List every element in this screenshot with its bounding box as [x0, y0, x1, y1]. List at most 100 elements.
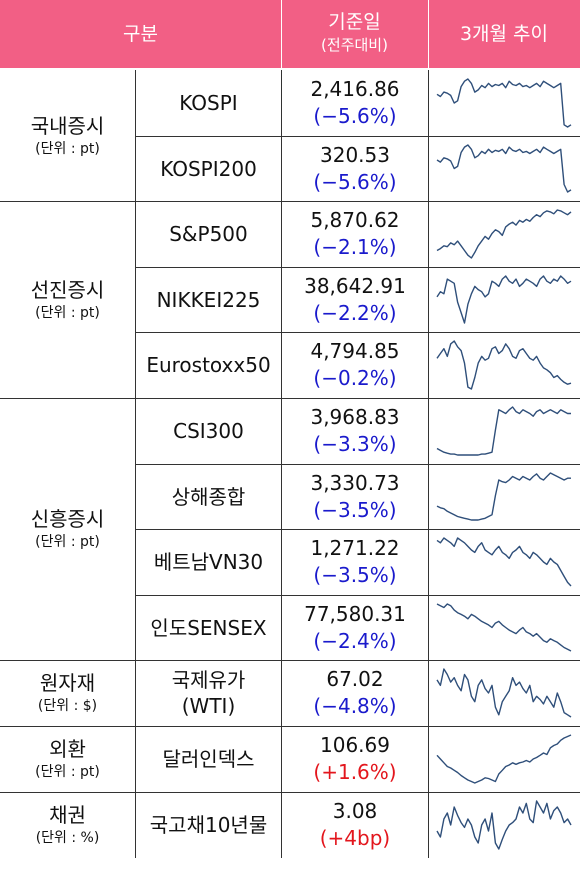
header-category: 구분: [0, 0, 281, 68]
weekly-change: (−5.6%): [313, 104, 397, 128]
trend-sparkline: [436, 209, 572, 259]
trend-line: [436, 340, 572, 390]
row-separator: [136, 136, 580, 137]
group-title: 채권: [49, 803, 86, 827]
row-name-cell: S&P500: [136, 201, 281, 267]
trend-line: [436, 78, 572, 128]
trend-line: [436, 537, 572, 587]
trend-sparkline: [436, 275, 572, 324]
trend-sparkline: [436, 668, 572, 718]
weekly-change: (−0.2%): [313, 366, 397, 390]
group-separator: [0, 398, 580, 399]
group-title: 신흥증시: [30, 507, 105, 531]
group-emerging: 신흥증시 (단위 : pt): [0, 398, 135, 660]
group-separator: [0, 201, 580, 202]
group-unit: (단위 : $): [37, 698, 98, 714]
column-divider: [281, 70, 282, 858]
header-base-date-label: 기준일: [328, 11, 381, 33]
trend-sparkline: [436, 734, 572, 784]
current-value: 320.53: [320, 142, 390, 167]
current-value: 3.08: [332, 799, 378, 823]
trend-line: [436, 800, 572, 850]
instrument-name: KOSPI200: [160, 156, 257, 181]
current-value: 2,416.86: [310, 77, 400, 101]
group-fx: 외환 (단위 : pt): [0, 726, 135, 792]
row-name-cell: Eurostoxx50: [136, 332, 281, 398]
row-name-cell: KOSPI200: [136, 136, 281, 201]
header-divider: [281, 0, 282, 68]
trend-line: [436, 472, 571, 521]
group-separator: [0, 660, 580, 661]
column-divider: [428, 70, 429, 858]
group-commodity: 원자재 (단위 : $): [0, 660, 135, 726]
weekly-change: (−3.5%): [313, 497, 397, 522]
group-bond: 채권 (단위 : %): [0, 792, 135, 858]
row-name-cell: CSI300: [136, 398, 281, 464]
current-value: 77,580.31: [304, 601, 406, 626]
current-value: 3,968.83: [310, 405, 400, 429]
instrument-name: KOSPI: [179, 91, 238, 115]
row-name-cell: 베트남VN30: [136, 529, 281, 595]
instrument-name: Eurostoxx50: [146, 353, 271, 377]
row-name-cell: 상해종합: [136, 464, 281, 529]
row-value-cell: 106.69 (+1.6%): [282, 726, 428, 792]
row-name-cell: 국제유가 (WTI): [136, 660, 281, 726]
row-value-cell: 5,870.62 (−2.1%): [282, 201, 428, 267]
header-trend-label: 3개월 추이: [459, 22, 549, 45]
trend-line: [436, 406, 571, 456]
instrument-name: 달러인덱스: [162, 747, 255, 771]
trend-line: [436, 668, 572, 718]
group-developed: 선진증시 (단위 : pt): [0, 201, 135, 398]
trend-line: [436, 209, 572, 259]
instrument-name: 베트남VN30: [153, 550, 264, 574]
header-base-date-sub: (전주대비): [321, 36, 388, 54]
row-name-cell: 국고채10년물: [136, 792, 281, 858]
trend-sparkline: [436, 800, 572, 850]
weekly-change: (−5.6%): [313, 169, 397, 194]
header-trend: 3개월 추이: [428, 0, 580, 68]
row-name-cell: NIKKEI225: [136, 267, 281, 332]
instrument-name: 상해종합: [171, 484, 246, 509]
current-value: 5,870.62: [310, 208, 400, 232]
instrument-name: 국제유가: [171, 668, 246, 692]
trend-line: [436, 603, 572, 652]
weekly-change: (−4.8%): [313, 694, 397, 718]
group-unit: (단위 : pt): [35, 304, 100, 321]
instrument-name: S&P500: [169, 222, 248, 246]
row-value-cell: 67.02 (−4.8%): [282, 660, 428, 726]
row-name-cell: 인도SENSEX: [136, 595, 281, 660]
header-divider: [428, 0, 429, 68]
trend-sparkline: [436, 144, 572, 193]
column-divider: [135, 70, 136, 858]
instrument-name: 인도SENSEX: [150, 615, 267, 640]
row-value-cell: 77,580.31 (−2.4%): [282, 595, 428, 660]
row-value-cell: 38,642.91 (−2.2%): [282, 267, 428, 332]
trend-sparkline: [436, 603, 572, 652]
row-separator: [136, 332, 580, 333]
trend-sparkline: [436, 78, 572, 128]
group-unit: (단위 : pt): [35, 140, 100, 157]
row-name-cell: KOSPI: [136, 70, 281, 136]
header-base-date: 기준일 (전주대비): [281, 0, 428, 68]
group-unit: (단위 : pt): [35, 764, 100, 780]
trend-sparkline: [436, 340, 572, 390]
trend-sparkline: [436, 537, 572, 587]
row-value-cell: 320.53 (−5.6%): [282, 136, 428, 201]
header-category-label: 구분: [123, 22, 158, 45]
trend-line: [436, 275, 572, 324]
weekly-change: (+1.6%): [313, 760, 397, 784]
group-title: 선진증시: [30, 277, 105, 302]
row-value-cell: 3,330.73 (−3.5%): [282, 464, 428, 529]
row-separator: [136, 595, 580, 596]
row-separator: [136, 529, 580, 530]
row-name-cell: 달러인덱스: [136, 726, 281, 792]
row-value-cell: 3,968.83 (−3.3%): [282, 398, 428, 464]
weekly-change: (−3.5%): [313, 563, 397, 587]
current-value: 106.69: [320, 733, 390, 757]
group-separator: [0, 726, 580, 727]
trend-line: [436, 734, 572, 784]
current-value: 3,330.73: [310, 470, 400, 495]
weekly-change: (+4bp): [319, 826, 391, 850]
weekly-change: (−3.3%): [313, 432, 397, 456]
